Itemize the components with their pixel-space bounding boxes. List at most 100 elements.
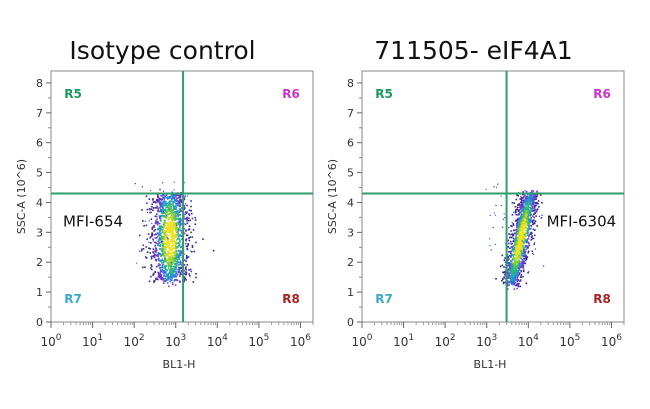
- scatter-point: [516, 282, 519, 285]
- scatter-point: [159, 275, 162, 277]
- scatter-point: [513, 238, 516, 241]
- scatter-point: [516, 284, 518, 287]
- scatter-point: [159, 222, 161, 225]
- scatter-point: [515, 275, 518, 278]
- scatter-point: [163, 235, 166, 237]
- scatter-point: [513, 246, 516, 249]
- scatter-point: [173, 270, 176, 272]
- x-tick-label: 100: [40, 333, 61, 349]
- scatter-point: [520, 204, 522, 207]
- scatter-point: [507, 288, 509, 290]
- scatter-point: [159, 198, 162, 201]
- y-tick-label: 4: [347, 196, 354, 209]
- scatter-point: [151, 268, 153, 271]
- scatter-point: [170, 252, 173, 254]
- y-tick-label: 0: [36, 316, 43, 329]
- scatter-point: [516, 263, 519, 265]
- scatter-point: [514, 213, 516, 215]
- scatter-point: [180, 235, 182, 237]
- scatter-point: [169, 221, 172, 223]
- scatter-point: [516, 230, 519, 232]
- scatter-point: [180, 254, 182, 256]
- plot-frame: [361, 70, 625, 323]
- scatter-point: [510, 240, 512, 243]
- x-axis-label: BL1-H: [163, 358, 196, 371]
- scatter-point: [529, 194, 531, 196]
- scatter-point: [534, 202, 536, 204]
- scatter-point: [510, 280, 512, 283]
- scatter-point: [508, 284, 510, 286]
- scatter-point: [174, 251, 176, 253]
- scatter-point: [174, 265, 177, 267]
- scatter-point: [175, 263, 178, 266]
- scatter-point: [510, 282, 513, 284]
- scatter-point: [169, 204, 172, 206]
- scatter-point: [171, 261, 174, 264]
- scatter-point: [520, 250, 523, 253]
- scatter-point: [163, 194, 165, 197]
- scatter-point: [530, 227, 532, 230]
- scatter-point: [157, 227, 160, 230]
- scatter-point: [159, 267, 161, 269]
- scatter-point: [184, 277, 187, 280]
- scatter-point: [535, 198, 537, 200]
- scatter-point: [162, 212, 165, 214]
- scatter-point: [178, 208, 181, 210]
- x-tick-label: 103: [165, 333, 186, 349]
- scatter-point: [160, 195, 162, 197]
- scatter-point: [520, 214, 523, 216]
- scatter-point: [150, 235, 152, 238]
- scatter-point: [518, 243, 521, 246]
- scatter-point: [159, 244, 162, 246]
- scatter-point: [160, 215, 163, 217]
- scatter-point: [513, 241, 516, 244]
- y-tick-label: 2: [347, 256, 354, 269]
- scatter-point: [150, 257, 153, 260]
- scatter-point: [520, 201, 522, 203]
- scatter-point: [514, 210, 517, 212]
- y-tick-label: 7: [347, 107, 354, 120]
- scatter-point: [161, 262, 163, 264]
- scatter-point: [166, 275, 169, 278]
- scatter-point: [513, 272, 516, 275]
- scatter-point: [176, 265, 178, 267]
- y-tick-label: 6: [36, 137, 43, 150]
- quadrant-label-r8: R8: [282, 292, 300, 306]
- scatter-point: [169, 210, 171, 212]
- scatter-point: [170, 276, 173, 278]
- scatter-point: [521, 265, 523, 268]
- scatter-point: [188, 214, 191, 216]
- scatter-point: [527, 230, 529, 233]
- scatter-point: [529, 214, 532, 216]
- scatter-point: [158, 244, 161, 247]
- scatter-point: [517, 191, 520, 194]
- scatter-point: [180, 219, 182, 222]
- scatter-point: [155, 242, 158, 244]
- scatter-point: [503, 266, 505, 268]
- scatter-point: [518, 229, 520, 232]
- scatter-point: [514, 275, 516, 278]
- scatter-point: [159, 238, 161, 240]
- scatter-point: [516, 257, 519, 259]
- scatter-point: [192, 229, 195, 231]
- scatter-point: [524, 250, 527, 253]
- scatter-point: [146, 211, 149, 213]
- scatter-point: [178, 238, 180, 240]
- scatter-point: [170, 235, 173, 238]
- scatter-point: [175, 250, 178, 252]
- scatter-point: [523, 235, 526, 237]
- scatter-point: [522, 247, 525, 249]
- scatter-point: [169, 196, 171, 198]
- scatter-point: [521, 215, 524, 218]
- scatter-point: [179, 251, 181, 254]
- scatter-point: [163, 257, 166, 259]
- scatter-point: [510, 267, 513, 269]
- scatter-point: [173, 226, 176, 228]
- scatter-point: [180, 246, 182, 249]
- scatter-point: [517, 236, 520, 239]
- scatter-point: [507, 264, 510, 267]
- scatter-point: [190, 231, 192, 234]
- scatter-point: [516, 278, 519, 281]
- scatter-point: [514, 241, 517, 244]
- scatter-point: [525, 217, 527, 219]
